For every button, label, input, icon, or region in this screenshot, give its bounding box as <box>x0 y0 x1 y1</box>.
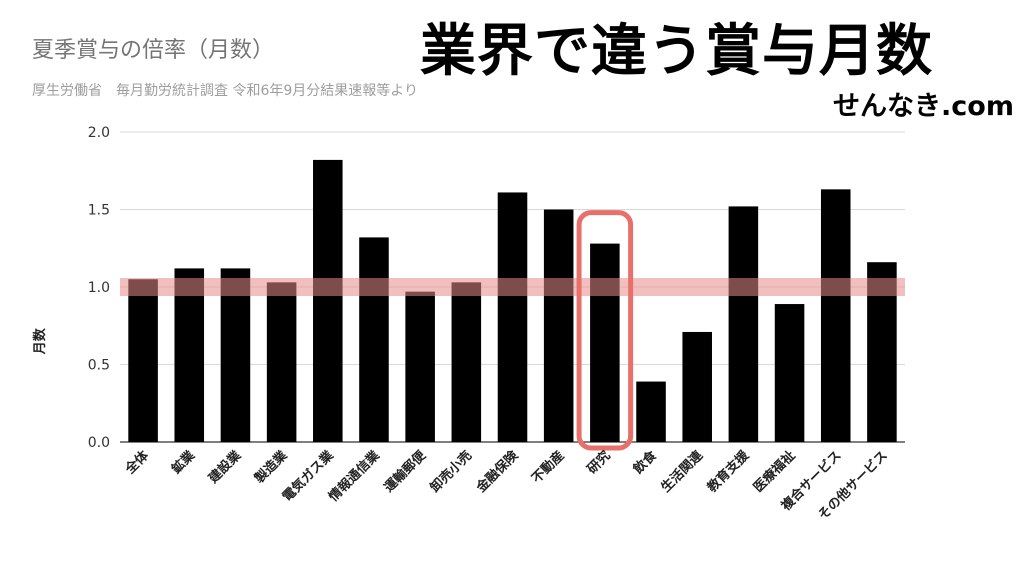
reference-band <box>120 278 905 296</box>
bar-12 <box>636 381 666 442</box>
category-label: 金融保険 <box>473 447 522 496</box>
y-tick-label: 0.0 <box>88 435 110 451</box>
bar-10 <box>543 209 574 442</box>
category-label: 卸売小売 <box>427 448 475 496</box>
bar-7 <box>405 291 435 442</box>
bar-9 <box>497 192 528 442</box>
y-tick-label: 1.5 <box>88 203 110 219</box>
category-label: 鉱業 <box>168 447 198 477</box>
bar-4 <box>266 282 297 442</box>
category-label: 医療福祉 <box>750 448 798 496</box>
bar-2 <box>174 268 205 442</box>
bar-13 <box>682 331 712 442</box>
site-name: せんなき.com <box>833 91 1014 122</box>
bar-6 <box>359 237 389 442</box>
category-label: 飲食 <box>629 447 660 478</box>
category-label: 製造業 <box>251 447 291 487</box>
bar-3 <box>220 268 251 442</box>
category-label: 生活関連 <box>658 447 707 496</box>
bar-8 <box>451 282 482 442</box>
category-label: 教育支援 <box>703 447 752 496</box>
category-label: 全体 <box>122 447 153 478</box>
y-tick-label: 0.5 <box>88 358 110 374</box>
bar-1 <box>128 279 158 442</box>
category-label: 情報通信業 <box>326 447 384 505</box>
bar-16 <box>820 189 851 442</box>
highlight-box <box>576 210 634 451</box>
category-label: 不動産 <box>529 448 568 487</box>
chart-title: 夏季賞与の倍率（月数） <box>32 38 275 63</box>
y-tick-label: 2.0 <box>88 125 110 141</box>
chart-subtitle: 厚生労働省 毎月勤労統計調査 令和6年9月分結果速報等より <box>32 83 418 99</box>
bar-14 <box>728 206 759 442</box>
category-label: 運輸郵便 <box>381 447 430 496</box>
category-label: 研究 <box>584 448 614 478</box>
y-tick-label: 1.0 <box>88 280 110 296</box>
reference-band-layer <box>120 278 905 296</box>
category-label: 建設業 <box>205 447 245 487</box>
y-axis-label: 月数 <box>32 327 48 355</box>
bar-11 <box>590 243 620 442</box>
overlay-title: 業界で違う賞与月数 <box>420 19 933 84</box>
bar-5 <box>313 159 343 442</box>
bar-layer <box>128 159 897 442</box>
highlight-layer <box>576 210 634 451</box>
bar-15 <box>774 304 805 442</box>
